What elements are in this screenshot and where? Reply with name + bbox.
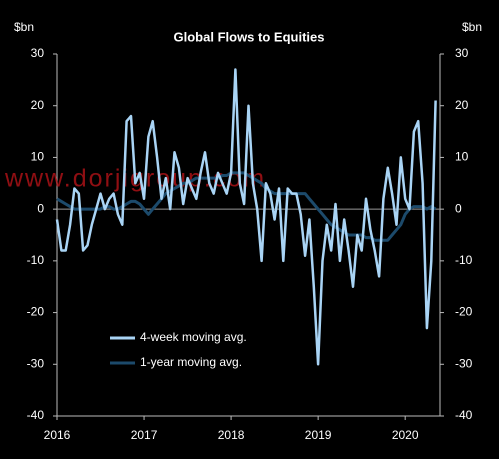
y-tick-label: -40 (27, 408, 45, 422)
y2-tick-label: -40 (455, 408, 473, 422)
x-tick-label: 2018 (218, 428, 245, 442)
y-tick-label: 30 (31, 46, 45, 60)
y-axis-label: $bn (14, 20, 34, 34)
y2-axis-label: $bn (462, 20, 482, 34)
chart-title: Global Flows to Equities (174, 29, 325, 44)
series-line (55, 68, 437, 366)
y-tick-label: 20 (31, 98, 45, 112)
x-tick-label: 2020 (392, 428, 419, 442)
y-tick-label: 10 (31, 150, 45, 164)
y2-tick-label: -10 (455, 253, 473, 267)
y-tick-label: 0 (37, 201, 44, 215)
legend-label: 4-week moving avg. (140, 330, 247, 344)
y2-tick-label: 0 (455, 201, 462, 215)
y-tick-label: -30 (27, 356, 45, 370)
y2-tick-label: 10 (455, 150, 469, 164)
y2-tick-label: -20 (455, 305, 473, 319)
legend-label: 1-year moving avg. (140, 355, 242, 369)
y2-tick-label: 30 (455, 46, 469, 60)
x-tick-label: 2016 (44, 428, 71, 442)
y-tick-label: -20 (27, 305, 45, 319)
y-tick-label: -10 (27, 253, 45, 267)
x-tick-label: 2017 (131, 428, 158, 442)
x-tick-label: 2019 (305, 428, 332, 442)
y2-tick-label: -30 (455, 356, 473, 370)
y2-tick-label: 20 (455, 98, 469, 112)
